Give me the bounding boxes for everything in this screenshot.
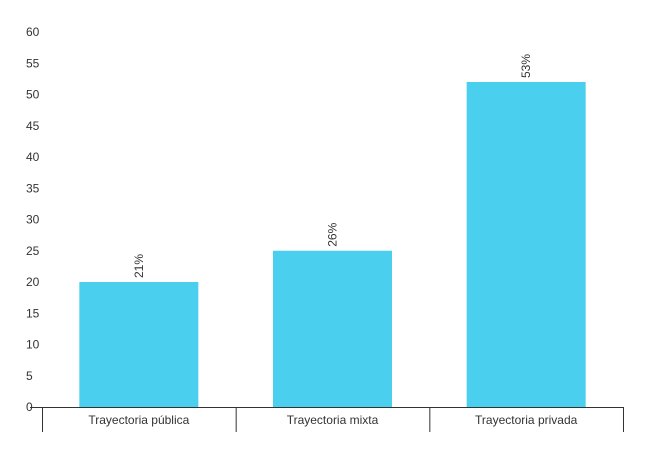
y-tick-label-20: 20 xyxy=(26,275,40,289)
data-label-2: 26% xyxy=(326,222,340,246)
y-tick-label-15: 15 xyxy=(26,306,40,320)
bars xyxy=(79,82,586,407)
bar-2 xyxy=(273,250,392,407)
y-tick-label-60: 60 xyxy=(26,25,40,39)
x-category-label-1: Trayectoria pública xyxy=(88,413,189,427)
x-category-label-3: Trayectoria privada xyxy=(475,413,578,427)
y-tick-label-0: 0 xyxy=(26,400,33,414)
data-label-3: 53% xyxy=(519,54,533,78)
y-tick-label-35: 35 xyxy=(26,181,40,195)
y-tick-label-50: 50 xyxy=(26,88,40,102)
data-label-1: 21% xyxy=(132,254,146,278)
bar-3 xyxy=(466,82,586,407)
x-category-label-2: Trayectoria mixta xyxy=(287,413,379,427)
data-labels: 21% 26% 53% xyxy=(132,54,533,278)
y-tick-label-10: 10 xyxy=(26,338,40,352)
y-tick-label-30: 30 xyxy=(26,213,40,227)
y-axis: 0 5 10 15 20 25 30 35 40 45 50 55 60 xyxy=(26,25,40,414)
y-tick-label-40: 40 xyxy=(26,150,40,164)
x-axis-labels: Trayectoria pública Trayectoria mixta Tray… xyxy=(88,413,577,427)
y-tick-label-25: 25 xyxy=(26,244,40,258)
y-tick-label-5: 5 xyxy=(26,369,33,383)
y-tick-label-55: 55 xyxy=(26,56,40,70)
y-tick-label-45: 45 xyxy=(26,119,40,133)
bar-1 xyxy=(79,282,199,407)
x-axis xyxy=(30,407,624,432)
